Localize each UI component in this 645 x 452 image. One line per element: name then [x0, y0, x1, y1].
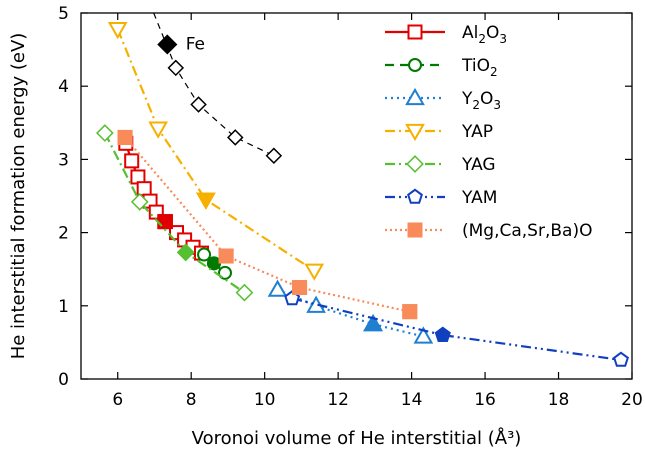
- y-tick-label: 5: [58, 4, 69, 24]
- legend-item: Al2O3: [385, 23, 507, 46]
- series-line: [153, 12, 275, 157]
- data-point: [124, 153, 140, 169]
- x-tick-label: 8: [186, 390, 197, 410]
- legend-item: YAG: [385, 155, 496, 175]
- x-axis-title: Voronoi volume of He interstitial (Å³): [192, 427, 522, 449]
- data-point: [292, 280, 308, 295]
- legend-label: YAG: [461, 155, 496, 175]
- series-line: [291, 297, 622, 362]
- legend-label-part: 2: [472, 98, 480, 112]
- series-mg-ca-sr-ba-o: [117, 129, 418, 320]
- data-point: [107, 22, 128, 40]
- y-tick-label: 4: [58, 77, 69, 97]
- data-point: [197, 247, 212, 262]
- legend-label-part: (Mg,Ca,Sr,Ba)O: [462, 221, 592, 241]
- legend-item: Y2O3: [385, 87, 501, 112]
- data-point: [227, 129, 244, 146]
- legend-label-part: YAP: [461, 122, 493, 142]
- data-point: [217, 265, 232, 280]
- x-tick-label: 16: [474, 390, 496, 410]
- data-point: [405, 123, 425, 142]
- data-point: [190, 96, 207, 113]
- data-point: [206, 256, 221, 271]
- data-point: [405, 87, 425, 106]
- data-point: [167, 59, 185, 77]
- legend-label: (Mg,Ca,Sr,Ba)O: [462, 221, 592, 241]
- legend-label: Y2O3: [461, 89, 501, 112]
- legend-label-part: 3: [493, 98, 501, 112]
- y-tick-label: 0: [58, 370, 69, 390]
- annotation-fe: Fe: [186, 35, 205, 55]
- legend-item: TiO2: [385, 56, 498, 79]
- data-point: [407, 188, 423, 204]
- series-y2o3: [267, 279, 434, 344]
- legend-label-part: O: [486, 23, 499, 43]
- legend-label-part: Al: [462, 23, 478, 43]
- series-fe: [153, 12, 283, 165]
- legend-label-part: YAM: [461, 188, 497, 208]
- y-tick-label: 1: [58, 297, 69, 317]
- series-tio2: [197, 247, 232, 280]
- y-axis-title: He interstitial formation energy (eV): [8, 33, 29, 360]
- legend-item: YAP: [385, 122, 493, 142]
- legend-item: YAM: [385, 188, 497, 208]
- legend-label: Al2O3: [462, 23, 507, 46]
- data-point: [176, 243, 195, 262]
- series-al2o3: [118, 135, 209, 261]
- data-point: [363, 313, 383, 332]
- series-line: [124, 136, 411, 313]
- x-tick-label: 12: [327, 390, 349, 410]
- x-tick-label: 14: [401, 390, 423, 410]
- data-point: [402, 304, 418, 320]
- legend-label-part: TiO: [461, 56, 490, 76]
- legend-label: TiO2: [461, 56, 498, 79]
- data-point: [407, 24, 423, 40]
- data-point: [235, 283, 254, 302]
- data-point: [408, 58, 422, 72]
- data-point: [148, 121, 168, 139]
- y-tick-label: 2: [58, 224, 69, 244]
- legend-label-part: Y: [461, 89, 473, 109]
- legend-label-part: O: [480, 89, 493, 109]
- data-point: [117, 129, 133, 145]
- data-point: [407, 222, 423, 238]
- series-yam: [284, 290, 629, 367]
- data-point: [265, 147, 283, 165]
- data-point: [218, 248, 234, 264]
- legend-label-part: YAG: [461, 155, 496, 175]
- data-point: [157, 34, 178, 55]
- data-point: [406, 155, 424, 173]
- legend-label: YAM: [461, 188, 497, 208]
- legend-label: YAP: [461, 122, 493, 142]
- legend-label-part: 2: [490, 65, 498, 79]
- x-tick-label: 18: [548, 390, 570, 410]
- y-tick-label: 3: [58, 150, 69, 170]
- series-yag: [96, 124, 254, 302]
- data-point: [434, 326, 451, 342]
- x-tick-label: 6: [112, 390, 123, 410]
- series-line: [103, 132, 246, 294]
- series-layer: [96, 12, 629, 367]
- legend-label-part: 3: [499, 32, 507, 46]
- x-tick-label: 20: [621, 390, 643, 410]
- data-point: [96, 124, 114, 142]
- axes-frame: [80, 12, 633, 380]
- plot-frame: [80, 12, 633, 380]
- data-point: [613, 351, 629, 367]
- data-point: [267, 279, 288, 297]
- series-line: [277, 288, 424, 338]
- series-line: [116, 28, 315, 272]
- legend-label-part: 2: [478, 32, 486, 46]
- data-point: [304, 263, 325, 281]
- series-yap: [107, 22, 325, 281]
- data-point: [196, 192, 216, 210]
- data-point: [130, 192, 149, 211]
- x-tick-label: 10: [254, 390, 276, 410]
- data-point: [413, 326, 434, 344]
- legend-item: (Mg,Ca,Sr,Ba)O: [385, 221, 592, 241]
